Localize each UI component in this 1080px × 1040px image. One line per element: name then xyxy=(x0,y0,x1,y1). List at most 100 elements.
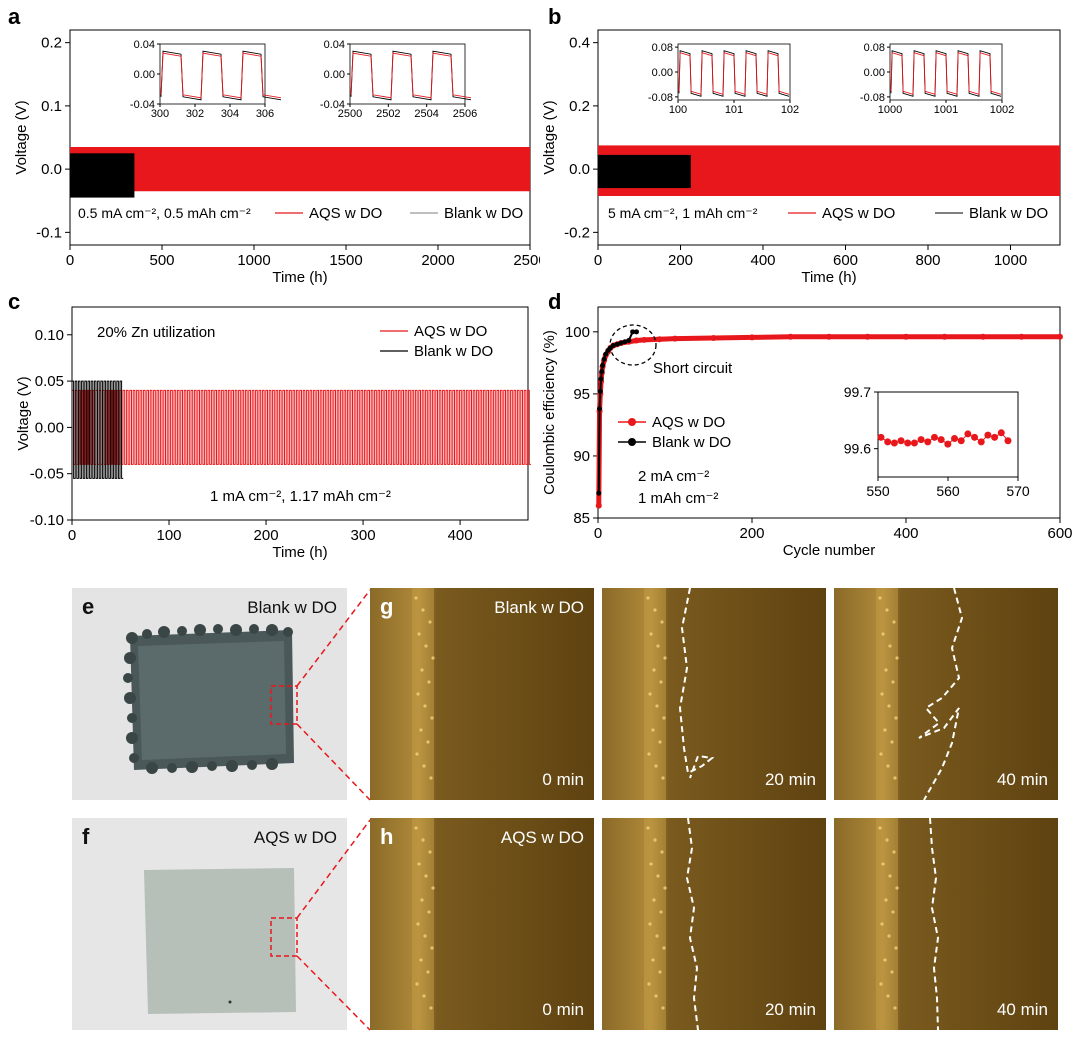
micrograph-g-2: 40 min xyxy=(834,588,1058,800)
micrograph-image xyxy=(370,818,594,1030)
y-tick-label: -0.10 xyxy=(30,512,64,529)
inset-series-point xyxy=(924,438,932,446)
inset-series-point xyxy=(937,436,945,444)
condition-current: 2 mA cm⁻² xyxy=(638,468,709,485)
x-tick-label: 400 xyxy=(893,525,918,542)
y-tick-label: 0.2 xyxy=(41,35,62,52)
series-blank-band xyxy=(598,154,691,189)
legend-blank-marker xyxy=(628,438,636,446)
inset-series-point xyxy=(890,439,898,447)
y-tick-label: 95 xyxy=(573,386,590,403)
inset-y-tick-label: 99.6 xyxy=(844,441,871,457)
connector-f-top xyxy=(296,819,371,919)
x-tick-label: 800 xyxy=(915,252,940,269)
inset-x-tick-label: 2504 xyxy=(414,108,438,120)
inset-x-tick-label: 100 xyxy=(669,104,687,116)
series-aqs-point xyxy=(864,333,871,340)
chart-panel-a: a 0 500 1000 1500 2000 2500 -0.1 0.0 0.1 0.2 Time (… xyxy=(8,4,540,286)
x-tick-label: 600 xyxy=(1047,525,1072,542)
short-circuit-circle xyxy=(609,324,657,366)
time-label: 20 min xyxy=(764,1000,816,1019)
y-tick-label: 0.4 xyxy=(569,35,590,52)
inset-y-tick-label: -0.08 xyxy=(648,92,673,104)
series-blank-point xyxy=(626,338,632,344)
condition-annotation: 5 mA cm⁻², 1 mAh cm⁻² xyxy=(608,205,758,221)
series-aqs-band xyxy=(70,146,530,192)
inset-series-point xyxy=(964,430,972,438)
micrograph-image xyxy=(602,588,826,800)
utilization-annotation: 20% Zn utilization xyxy=(97,324,215,341)
x-tick-label: 100 xyxy=(157,527,182,544)
inset-y-tick-label: 0.00 xyxy=(864,67,885,79)
inset-x-tick-label: 570 xyxy=(1006,483,1030,499)
legend-aqs-label: AQS w DO xyxy=(652,414,725,431)
series-aqs-point xyxy=(595,502,602,509)
inset-series-point xyxy=(1004,437,1012,445)
inset-x-tick-label: 1002 xyxy=(990,104,1014,116)
legend-aqs-label: AQS w DO xyxy=(414,323,487,340)
zoom-box-f xyxy=(270,917,298,957)
series-blank-band xyxy=(70,153,135,198)
series-aqs-point xyxy=(1057,333,1063,340)
inset-x-tick-label: 1000 xyxy=(878,104,902,116)
series-blank-point xyxy=(603,351,609,357)
series-aqs-point xyxy=(787,333,794,340)
x-tick-label: 1500 xyxy=(329,252,362,269)
series-aqs-point xyxy=(1018,333,1025,340)
photo-label-e: Blank w DO xyxy=(247,598,337,617)
condition-annotation: 0.5 mA cm⁻², 0.5 mAh cm⁻² xyxy=(78,205,251,221)
x-tick-label: 2500 xyxy=(513,252,540,269)
inset-trace xyxy=(890,52,1002,95)
connector-e-bottom xyxy=(296,723,371,801)
connector-f-bottom xyxy=(296,955,371,1031)
series-aqs-point xyxy=(749,334,755,341)
inset-series-point xyxy=(984,431,992,439)
plot-frame xyxy=(597,29,1061,246)
time-label: 40 min xyxy=(996,770,1048,789)
series-blank-trace xyxy=(71,380,124,479)
inset-y-tick-label: 99.7 xyxy=(844,384,871,400)
y-axis-label: Voltage (V) xyxy=(541,100,558,174)
x-tick-label: 500 xyxy=(149,252,174,269)
chart-panel-c: c 0 100 200 300 400 -0.10 -0.05 0.00 0.05 0.10 Time… xyxy=(8,289,531,561)
x-axis-label: Time (h) xyxy=(272,269,327,286)
zinc-foil-smooth-image xyxy=(72,818,347,1030)
x-tick-label: 600 xyxy=(833,252,858,269)
series-aqs-point xyxy=(941,333,948,340)
micrograph-h-1: 20 min xyxy=(602,818,826,1030)
inset-x-tick-label: 300 xyxy=(151,108,169,120)
photo-label-f: AQS w DO xyxy=(253,828,337,847)
x-tick-label: 1000 xyxy=(994,252,1027,269)
inset-trace xyxy=(160,52,282,99)
inset-trace xyxy=(350,50,472,101)
panel-letter: a xyxy=(8,4,21,29)
series-blank-point xyxy=(614,341,620,347)
micrograph-h-0: 0 min h AQS w DO xyxy=(370,818,594,1030)
legend-blank-label: Blank w DO xyxy=(444,205,523,222)
inset-y-tick-label: 0.00 xyxy=(134,69,155,81)
legend-aqs-label: AQS w DO xyxy=(309,205,382,222)
inset-x-tick-label: 306 xyxy=(256,108,274,120)
x-tick-label: 200 xyxy=(668,252,693,269)
photo-panel-e: e Blank w DO xyxy=(72,588,347,800)
series-blank-point xyxy=(622,339,628,345)
growth-front-line xyxy=(685,818,699,1030)
series-aqs-point xyxy=(826,333,832,340)
y-axis-label: Voltage (V) xyxy=(13,100,30,174)
series-aqs-point xyxy=(710,335,717,342)
micrograph-image xyxy=(834,818,1058,1030)
inset-y-tick-label: -0.04 xyxy=(320,99,345,111)
legend-blank-label: Blank w DO xyxy=(969,205,1048,222)
micrograph-image xyxy=(834,588,1058,800)
y-tick-label: 0.0 xyxy=(569,161,590,178)
condition-capacity: 1 mAh cm⁻² xyxy=(638,490,718,507)
time-label: 40 min xyxy=(996,1000,1048,1019)
x-tick-label: 0 xyxy=(66,252,74,269)
series-blank-point xyxy=(618,340,624,346)
zoom-box-e xyxy=(270,685,298,725)
x-tick-label: 200 xyxy=(254,527,279,544)
series-aqs-point xyxy=(641,336,648,343)
inset-series-point xyxy=(910,439,918,447)
y-tick-label: -0.05 xyxy=(30,466,64,483)
series-aqs-point xyxy=(980,333,986,340)
